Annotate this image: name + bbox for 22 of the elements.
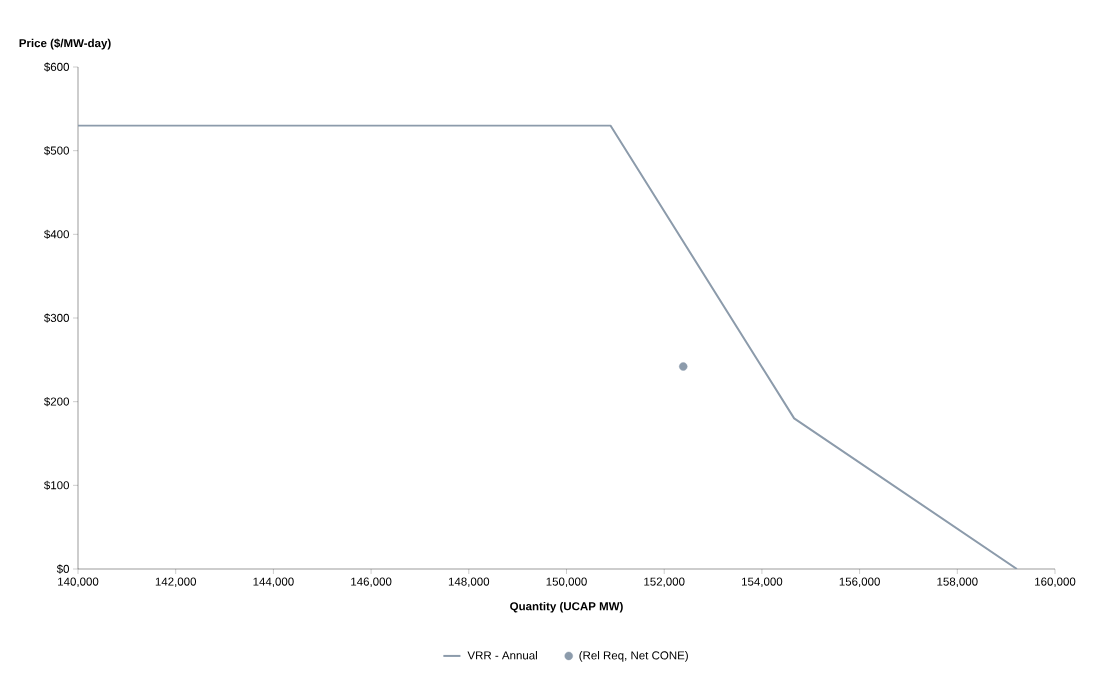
x-tick-label: 148,000: [448, 577, 490, 588]
x-tick-label: 152,000: [644, 577, 685, 588]
x-tick-label: 144,000: [253, 577, 294, 588]
x-tick-label: 158,000: [937, 577, 978, 588]
y-tick-label: $300: [44, 313, 70, 323]
y-tick-label: $0: [56, 564, 70, 574]
x-tick-label: 142,000: [155, 577, 197, 588]
x-tick-label: 154,000: [742, 577, 783, 588]
x-tick-label: 160,000: [1035, 577, 1076, 588]
y-tick-label: $100: [44, 480, 70, 490]
x-tick-label: 156,000: [839, 577, 880, 588]
y-tick-label: $600: [44, 62, 70, 72]
x-axis-title: Quantity (UCAP MW): [510, 601, 623, 613]
y-tick-label: $500: [44, 146, 70, 156]
x-tick-label: 150,000: [546, 577, 587, 588]
x-tick-label: 140,000: [58, 577, 99, 588]
legend-label: VRR - Annual: [467, 651, 537, 660]
y-tick-label: $200: [44, 397, 70, 407]
x-tick-label: 146,000: [351, 577, 392, 588]
y-tick-label: $400: [44, 229, 70, 239]
legend-label: (Rel Req, Net CONE): [579, 651, 688, 662]
y-axis-title: Price ($/MW-day): [19, 38, 111, 50]
